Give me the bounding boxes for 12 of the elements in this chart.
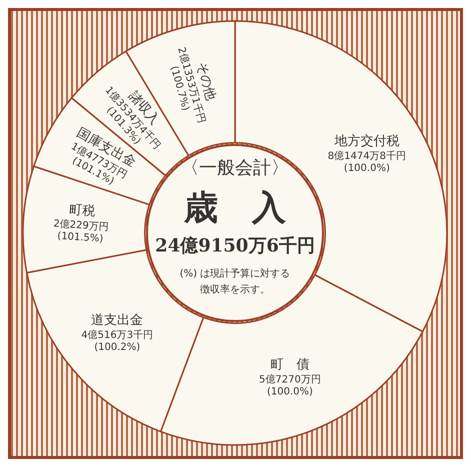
text: 4億516万3千円 (100.2%) (81, 328, 154, 353)
text: 〈一般会計〉 (181, 158, 289, 178)
slice-label: 町税 (68, 202, 96, 220)
slice-label: 地方交付税 (333, 132, 400, 149)
slice-label: 町 債 (270, 357, 310, 372)
text: 5億7270万円 (100.0%) (259, 373, 321, 398)
slice-label: 道支出金 (91, 312, 144, 328)
text: 歳 入 (183, 188, 287, 228)
text: 2億229万円 (101.5%) (53, 218, 110, 245)
text: (%) は現計予算に対する徴収率を示す。 (180, 268, 290, 296)
text: 8億1474万8千円 (100.0%) (328, 150, 406, 174)
text: 24億9150万6千円 (155, 236, 315, 256)
